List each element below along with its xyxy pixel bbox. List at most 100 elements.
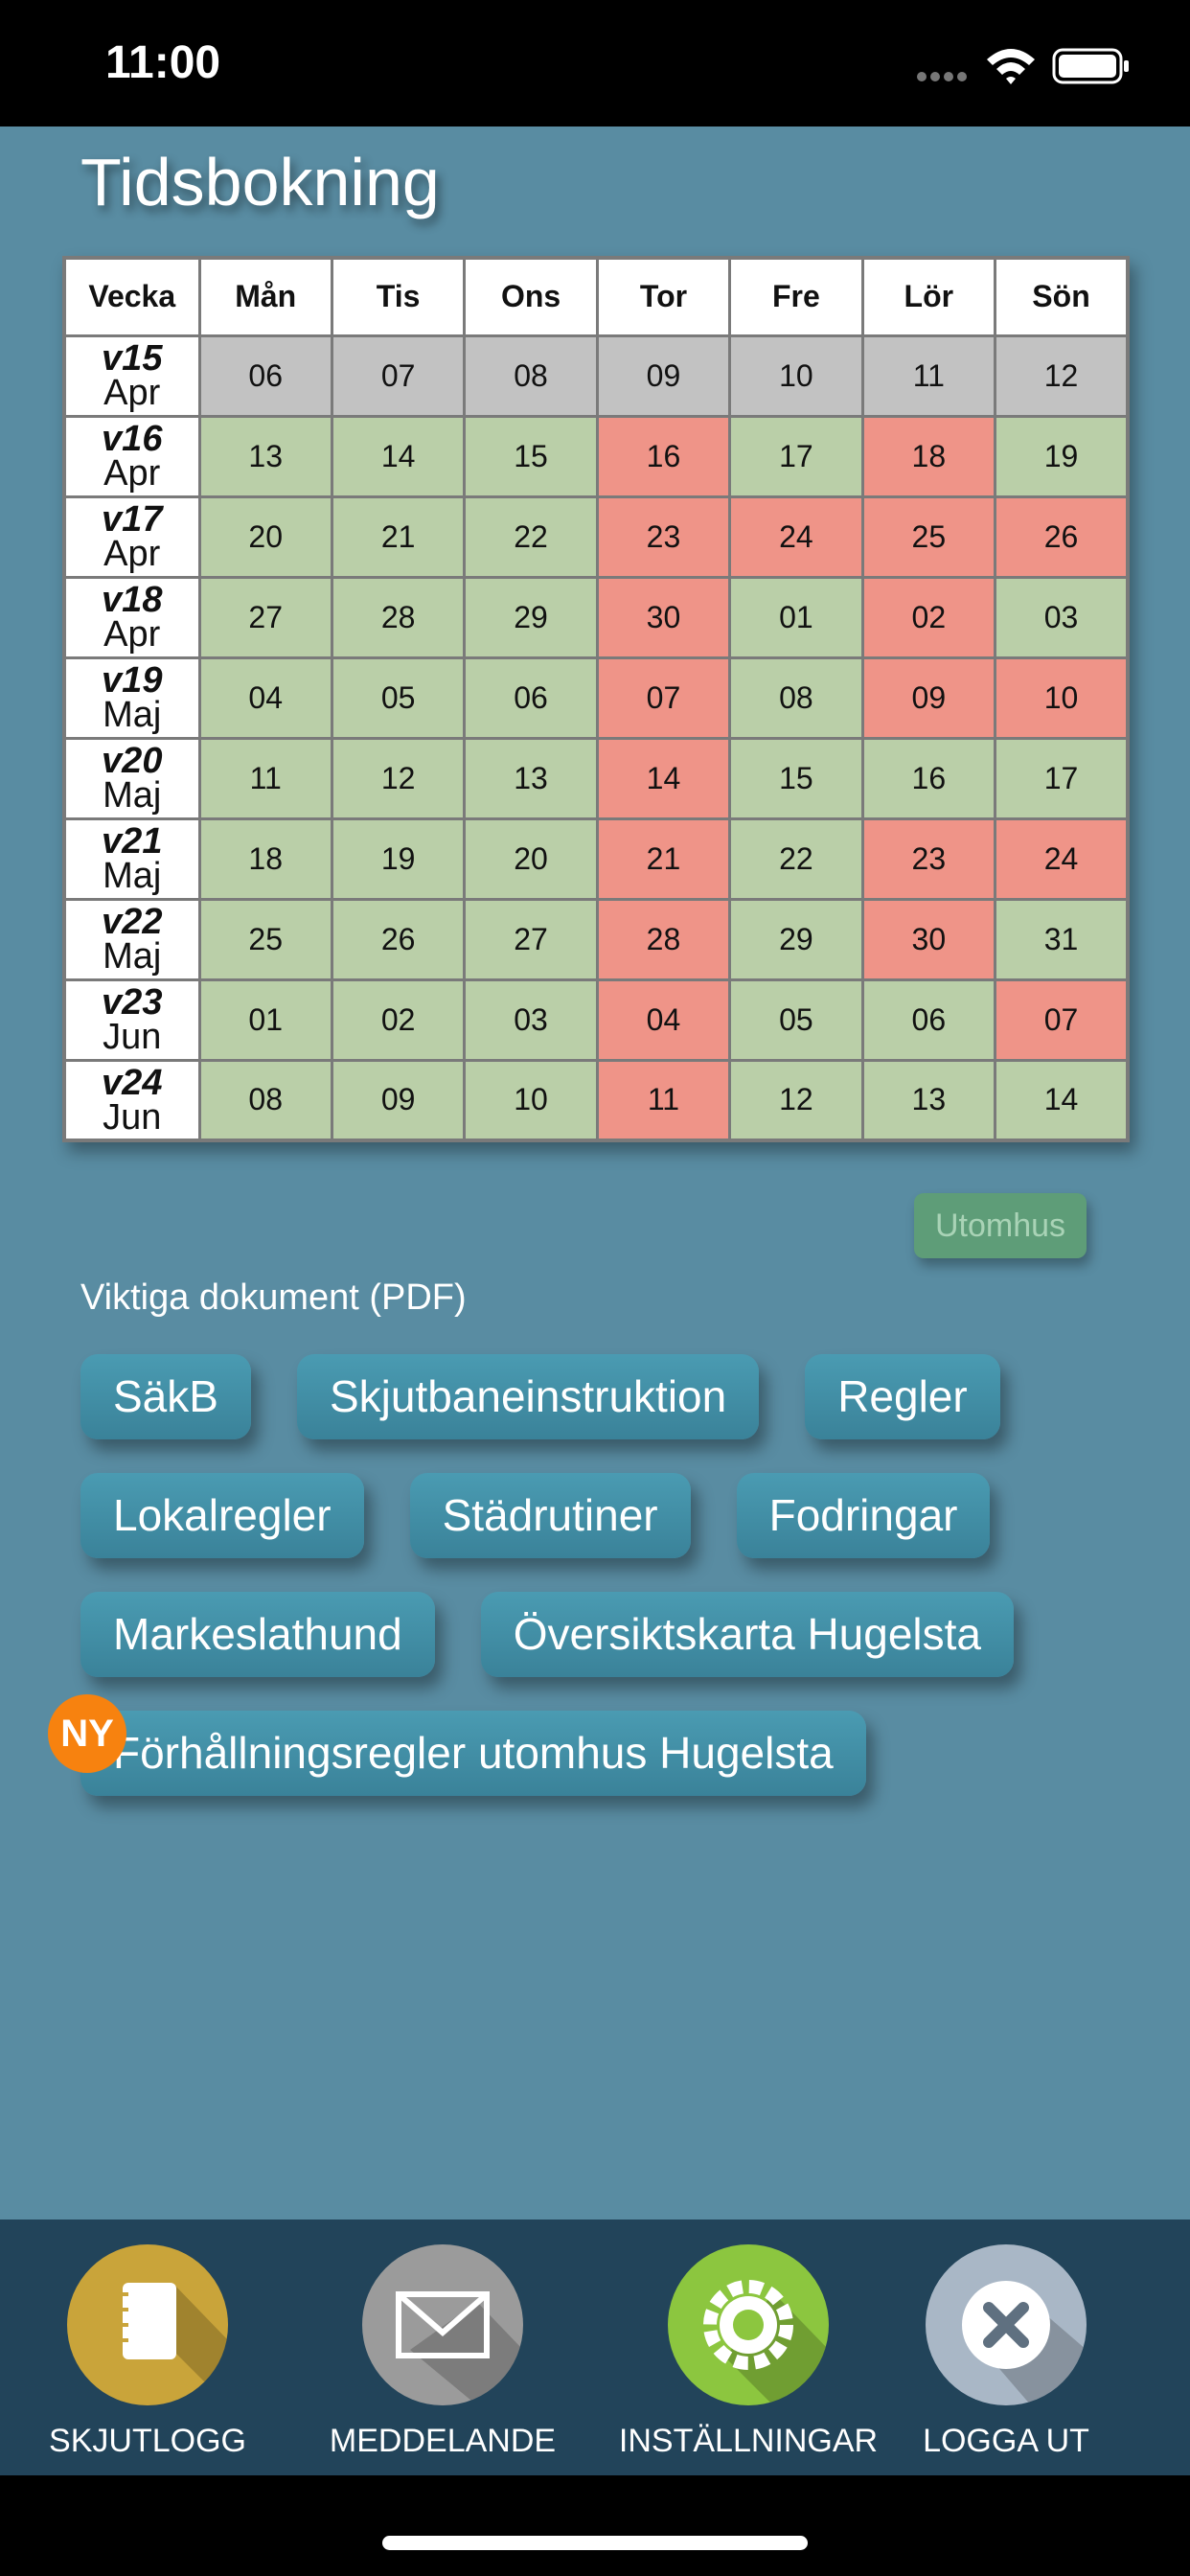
day-cell[interactable]: 08 xyxy=(197,1058,333,1142)
day-cell[interactable]: 21 xyxy=(330,494,467,579)
day-cell[interactable]: 06 xyxy=(860,978,997,1062)
document-button[interactable]: Regler xyxy=(805,1354,1000,1439)
day-cell[interactable]: 01 xyxy=(197,978,333,1062)
page-title: Tidsbokning xyxy=(80,145,440,219)
day-cell[interactable]: 03 xyxy=(994,575,1130,659)
day-cell[interactable]: 09 xyxy=(860,656,997,740)
day-cell[interactable]: 13 xyxy=(463,736,599,820)
week-month: Jun xyxy=(103,1096,162,1138)
week-month: Maj xyxy=(103,936,162,977)
day-cell[interactable]: 18 xyxy=(860,414,997,498)
day-cell[interactable]: 09 xyxy=(330,1058,467,1142)
day-cell[interactable]: 15 xyxy=(728,736,864,820)
day-cell[interactable]: 29 xyxy=(728,897,864,981)
week-number: v24 xyxy=(102,1062,163,1103)
day-cell[interactable]: 02 xyxy=(330,978,467,1062)
week-month: Maj xyxy=(103,775,162,816)
day-cell[interactable]: 23 xyxy=(860,816,997,901)
day-cell[interactable]: 27 xyxy=(463,897,599,981)
day-cell[interactable]: 11 xyxy=(860,334,997,418)
day-cell[interactable]: 25 xyxy=(860,494,997,579)
day-cell[interactable]: 23 xyxy=(595,494,732,579)
day-cell[interactable]: 25 xyxy=(197,897,333,981)
day-cell[interactable]: 07 xyxy=(595,656,732,740)
day-cell[interactable]: 04 xyxy=(595,978,732,1062)
day-cell[interactable]: 01 xyxy=(728,575,864,659)
day-cell[interactable]: 29 xyxy=(463,575,599,659)
tab-label: MEDDELANDE xyxy=(329,2423,557,2459)
day-cell[interactable]: 13 xyxy=(860,1058,997,1142)
week-month: Apr xyxy=(103,534,161,574)
day-cell[interactable]: 05 xyxy=(330,656,467,740)
day-cell[interactable]: 13 xyxy=(197,414,333,498)
day-cell[interactable]: 16 xyxy=(595,414,732,498)
day-cell[interactable]: 08 xyxy=(728,656,864,740)
day-cell[interactable]: 07 xyxy=(994,978,1130,1062)
day-cell[interactable]: 12 xyxy=(728,1058,864,1142)
day-cell[interactable]: 22 xyxy=(728,816,864,901)
day-cell[interactable]: 28 xyxy=(595,897,732,981)
day-cell[interactable]: 27 xyxy=(197,575,333,659)
document-button[interactable]: Markeslathund xyxy=(80,1592,435,1677)
document-button[interactable]: Översiktskarta Hugelsta xyxy=(480,1592,1014,1677)
day-cell[interactable]: 18 xyxy=(197,816,333,901)
day-cell[interactable]: 16 xyxy=(860,736,997,820)
day-cell[interactable]: 03 xyxy=(463,978,599,1062)
day-cell[interactable]: 24 xyxy=(728,494,864,579)
document-button[interactable]: Förhållningsregler utomhus Hugelsta NY xyxy=(48,1694,866,1796)
day-cell[interactable]: 04 xyxy=(197,656,333,740)
day-cell[interactable]: 06 xyxy=(197,334,333,418)
day-cell[interactable]: 07 xyxy=(330,334,467,418)
week-cell: v23 Jun xyxy=(62,978,201,1062)
document-button[interactable]: Skjutbaneinstruktion xyxy=(296,1354,760,1439)
day-cell[interactable]: 10 xyxy=(728,334,864,418)
day-cell[interactable]: 08 xyxy=(463,334,599,418)
day-cell[interactable]: 24 xyxy=(994,816,1130,901)
day-cell[interactable]: 02 xyxy=(860,575,997,659)
day-cell[interactable]: 26 xyxy=(994,494,1130,579)
day-cell[interactable]: 31 xyxy=(994,897,1130,981)
day-cell[interactable]: 11 xyxy=(595,1058,732,1142)
day-cell[interactable]: 28 xyxy=(330,575,467,659)
day-cell[interactable]: 05 xyxy=(728,978,864,1062)
week-month: Maj xyxy=(103,856,162,896)
day-cell[interactable]: 11 xyxy=(197,736,333,820)
legend-button[interactable]: Utomhus xyxy=(914,1193,1087,1258)
document-button[interactable]: Lokalregler xyxy=(80,1473,364,1558)
week-cell: v18 Apr xyxy=(62,575,201,659)
day-cell[interactable]: 19 xyxy=(330,816,467,901)
day-cell[interactable]: 22 xyxy=(463,494,599,579)
tab-icon xyxy=(668,2244,829,2405)
week-row: v23 Jun 01 02 03 04 05 06 07 xyxy=(62,978,1130,1062)
document-button[interactable]: Fodringar xyxy=(736,1473,991,1558)
day-cell[interactable]: 17 xyxy=(994,736,1130,820)
column-header: Tis xyxy=(330,256,467,337)
column-header: Fre xyxy=(728,256,864,337)
day-cell[interactable]: 10 xyxy=(463,1058,599,1142)
document-button[interactable]: Städrutiner xyxy=(409,1473,691,1558)
day-cell[interactable]: 30 xyxy=(860,897,997,981)
day-cell[interactable]: 15 xyxy=(463,414,599,498)
week-number: v20 xyxy=(102,741,163,781)
day-cell[interactable]: 14 xyxy=(330,414,467,498)
day-cell[interactable]: 12 xyxy=(994,334,1130,418)
day-cell[interactable]: 19 xyxy=(994,414,1130,498)
status-icons xyxy=(917,48,1129,84)
day-cell[interactable]: 12 xyxy=(330,736,467,820)
week-row: v15 Apr 06 07 08 09 10 11 12 xyxy=(62,334,1130,418)
week-row: v16 Apr 13 14 15 16 17 18 19 xyxy=(62,414,1130,498)
day-cell[interactable]: 14 xyxy=(595,736,732,820)
day-cell[interactable]: 26 xyxy=(330,897,467,981)
day-cell[interactable]: 09 xyxy=(595,334,732,418)
day-cell[interactable]: 17 xyxy=(728,414,864,498)
document-button[interactable]: SäkB xyxy=(80,1354,251,1439)
day-cell[interactable]: 30 xyxy=(595,575,732,659)
day-cell[interactable]: 10 xyxy=(994,656,1130,740)
day-cell[interactable]: 20 xyxy=(463,816,599,901)
week-month: Jun xyxy=(103,1017,162,1057)
day-cell[interactable]: 21 xyxy=(595,816,732,901)
day-cell[interactable]: 06 xyxy=(463,656,599,740)
week-cell: v19 Maj xyxy=(62,656,201,740)
day-cell[interactable]: 20 xyxy=(197,494,333,579)
day-cell[interactable]: 14 xyxy=(994,1058,1130,1142)
